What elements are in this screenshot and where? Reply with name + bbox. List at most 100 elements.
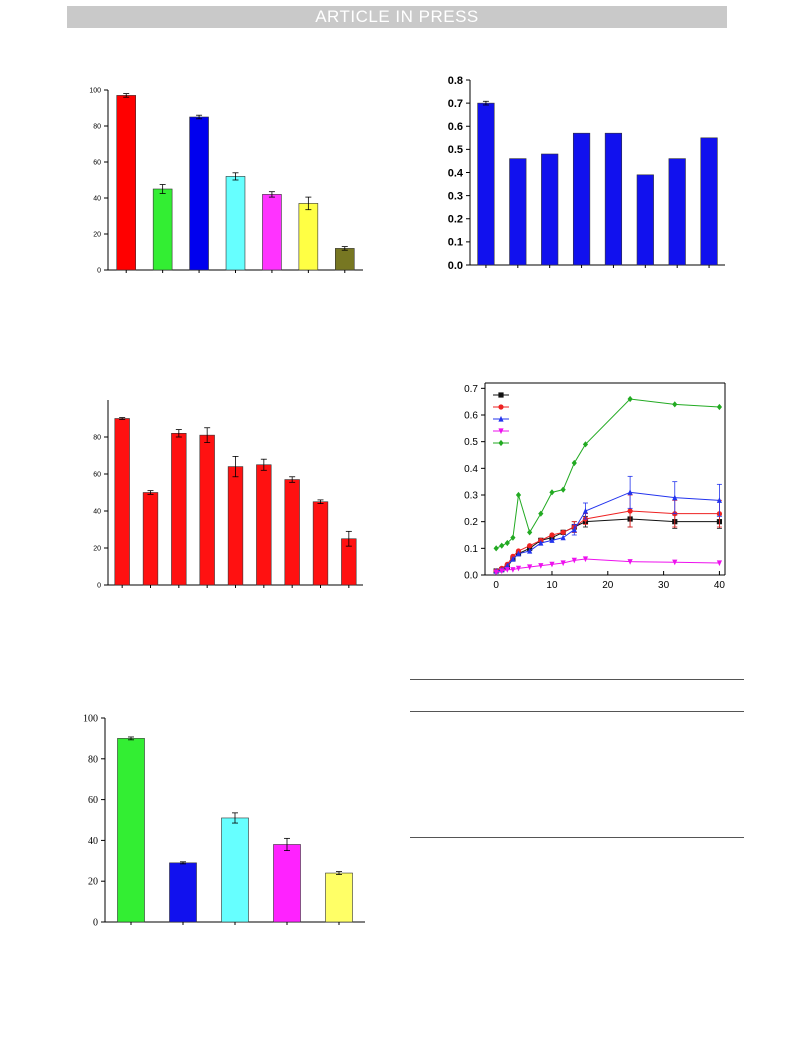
article-in-press-banner: ARTICLE IN PRESS <box>67 6 727 28</box>
data-point <box>527 564 533 571</box>
data-point <box>560 534 566 541</box>
bar <box>262 194 282 271</box>
bar <box>189 116 209 271</box>
bar <box>199 434 215 586</box>
data-point <box>716 560 723 567</box>
data-point <box>515 491 522 499</box>
data-point <box>582 556 589 563</box>
x-tick-label: 40 <box>714 580 726 591</box>
bar <box>114 418 130 586</box>
chart-germination-b8: 0 20 40 60 80 100 <box>89 87 363 274</box>
y-tick-label: 0.1 <box>448 237 463 249</box>
y-tick-label: 60 <box>88 795 98 806</box>
data-point <box>672 559 678 566</box>
y-tick-label: 0.7 <box>464 384 478 395</box>
y-tick-label: 0.2 <box>448 214 463 226</box>
x-tick-label: 20 <box>602 580 614 591</box>
chart-germination-a8: 0 20 40 60 80 <box>93 400 363 589</box>
series-line <box>495 398 720 549</box>
data-point <box>716 403 723 411</box>
data-point <box>510 555 516 562</box>
bar <box>221 817 249 923</box>
banner-text: ARTICLE IN PRESS <box>315 7 479 26</box>
data-point <box>549 537 555 543</box>
data-point <box>510 567 516 573</box>
bar <box>477 102 495 266</box>
data-point <box>498 415 504 422</box>
y-tick-label: 0.3 <box>448 190 463 202</box>
bar <box>325 872 353 923</box>
y-tick-label: 80 <box>88 754 98 765</box>
y-tick-label: 0 <box>97 582 101 589</box>
x-tick-label: 30 <box>658 580 670 591</box>
data-point <box>571 526 577 533</box>
bar <box>636 174 654 266</box>
chart-absorbance-time: 0.0 0.1 0.2 0.3 0.4 0.5 0.6 0.7 0 10 20 30 40 <box>464 382 726 591</box>
table-rule-middle <box>410 711 744 712</box>
data-point <box>672 494 678 501</box>
data-point <box>538 539 544 546</box>
data-point <box>499 568 505 575</box>
bar <box>284 479 300 586</box>
y-tick-label: 0 <box>97 267 101 274</box>
y-tick-label: 0.5 <box>448 144 463 156</box>
y-tick-label: 0.7 <box>448 98 463 110</box>
data-point <box>538 563 544 569</box>
y-tick-label: 80 <box>93 123 101 130</box>
data-point <box>627 489 633 495</box>
y-tick-label: 0.6 <box>464 411 478 422</box>
y-tick-label: 20 <box>88 877 98 888</box>
data-point <box>498 439 504 447</box>
bar <box>700 137 718 266</box>
y-tick-label: 20 <box>93 231 101 238</box>
bar <box>335 248 355 271</box>
data-point <box>716 497 723 503</box>
y-tick-label: 0 <box>93 918 98 929</box>
data-point <box>499 542 505 549</box>
bar <box>604 132 623 266</box>
y-tick-label: 0.6 <box>448 121 463 133</box>
bar <box>509 158 527 266</box>
data-point <box>515 565 522 572</box>
y-tick-label: 0.5 <box>464 437 478 448</box>
y-tick-label: 80 <box>93 434 101 441</box>
data-point <box>627 559 633 565</box>
bar <box>256 464 272 586</box>
data-point <box>672 401 678 408</box>
x-tick-label: 0 <box>493 580 499 591</box>
bar <box>117 738 145 923</box>
bar <box>225 176 246 271</box>
data-point <box>527 547 533 554</box>
data-point <box>493 569 499 576</box>
bar <box>312 501 329 586</box>
bar <box>152 188 173 271</box>
y-tick-label: 60 <box>93 471 101 478</box>
data-point <box>560 486 566 493</box>
y-tick-label: 40 <box>88 836 98 847</box>
data-point <box>549 532 555 538</box>
bar <box>273 844 301 923</box>
bar <box>298 203 319 271</box>
data-point <box>498 428 504 435</box>
bar <box>169 862 197 923</box>
y-tick-label: 0.0 <box>464 571 478 582</box>
bar <box>142 492 159 586</box>
bar <box>541 153 559 266</box>
y-tick-label: 40 <box>93 508 101 515</box>
y-tick-label: 0.8 <box>448 75 463 87</box>
y-tick-label: 100 <box>89 87 101 94</box>
data-point <box>498 392 504 398</box>
data-point <box>549 489 555 496</box>
y-tick-label: 40 <box>93 195 101 202</box>
bar <box>227 466 244 586</box>
series-line <box>496 491 720 572</box>
y-tick-label: 20 <box>93 545 101 552</box>
data-point <box>504 562 510 569</box>
data-point <box>549 561 555 568</box>
data-point <box>515 550 522 557</box>
data-point <box>527 543 533 549</box>
y-tick-label: 100 <box>83 714 98 725</box>
y-tick-label: 0.1 <box>464 544 478 555</box>
data-point <box>493 545 499 552</box>
table-rule-bottom <box>410 837 744 838</box>
